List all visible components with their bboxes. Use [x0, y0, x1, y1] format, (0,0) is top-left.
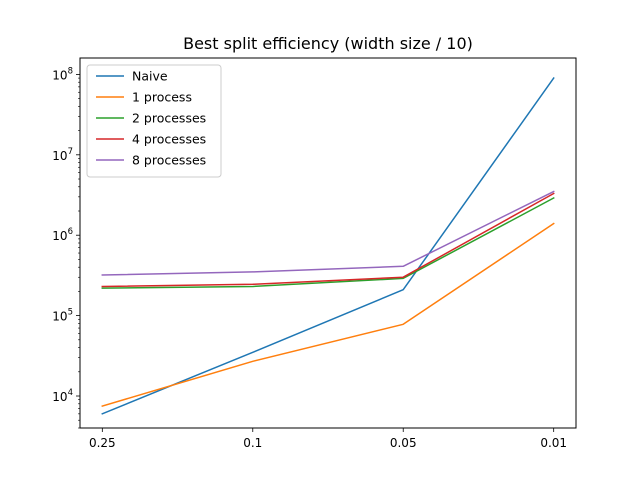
legend-label: 2 processes — [132, 111, 206, 126]
chart-title: Best split efficiency (width size / 10) — [183, 34, 473, 53]
y-tick-label: 107 — [52, 147, 73, 163]
x-tick-label: 0.05 — [390, 436, 417, 450]
legend-label: Naive — [132, 69, 168, 84]
y-tick-label: 106 — [52, 227, 73, 243]
legend-box — [86, 64, 222, 178]
series-layer — [101, 77, 555, 415]
series-line — [101, 190, 555, 276]
x-axis: 0.25 0.1 0.05 0.01 — [89, 428, 567, 450]
series-line — [101, 222, 555, 408]
series-line — [101, 196, 555, 289]
legend-label: 4 processes — [132, 132, 206, 147]
x-tick-label: 0.01 — [540, 436, 567, 450]
legend: Naive 1 process 2 processes 4 processes 8 pr… — [86, 64, 222, 178]
legend-label: 8 processes — [132, 153, 206, 168]
x-tick-label: 0.1 — [243, 436, 262, 450]
series-line — [101, 192, 555, 288]
y-tick-label: 105 — [52, 308, 73, 324]
y-tick-label: 108 — [52, 66, 73, 82]
x-tick-label: 0.25 — [89, 436, 116, 450]
legend-label: 1 process — [132, 90, 192, 105]
y-tick-label: 104 — [52, 388, 73, 404]
y-axis: 104 105 106 107 108 — [52, 66, 80, 429]
